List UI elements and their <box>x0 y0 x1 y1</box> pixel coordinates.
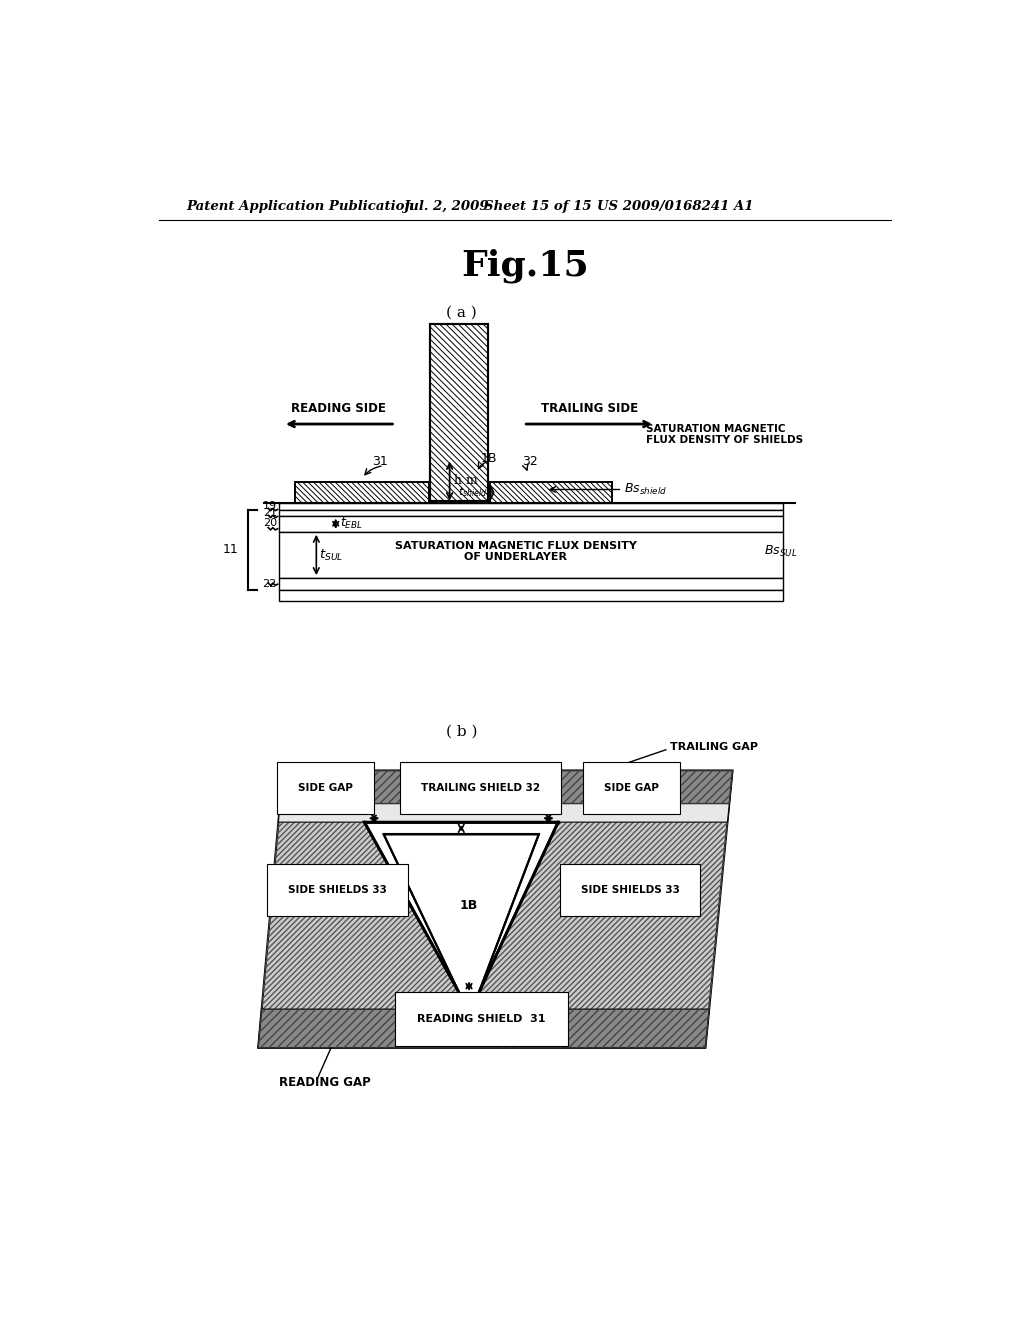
Bar <box>430 323 488 502</box>
Text: Jul. 2, 2009: Jul. 2, 2009 <box>403 199 488 213</box>
Polygon shape <box>280 771 732 804</box>
Text: $Bs_{shield}$: $Bs_{shield}$ <box>624 482 667 498</box>
Text: 11: 11 <box>223 544 239 557</box>
Bar <box>280 516 783 532</box>
Bar <box>295 482 429 503</box>
Text: Patent Application Publication: Patent Application Publication <box>186 199 415 213</box>
Bar <box>280 503 783 510</box>
Text: SIDE SHIELDS 33: SIDE SHIELDS 33 <box>581 884 680 895</box>
Text: SIDE GAP: SIDE GAP <box>604 783 659 793</box>
Polygon shape <box>258 1010 710 1048</box>
Text: TRAILING GAP: TRAILING GAP <box>671 742 759 752</box>
Text: 31: 31 <box>372 454 388 467</box>
Text: 19: 19 <box>263 502 276 511</box>
Text: 21: 21 <box>263 508 276 517</box>
Bar <box>430 323 488 502</box>
Text: ( b ): ( b ) <box>445 725 477 739</box>
Text: h m: h m <box>455 474 478 487</box>
Text: READING SIDE: READING SIDE <box>292 403 386 416</box>
Text: TRAILING SHIELD 32: TRAILING SHIELD 32 <box>421 783 541 793</box>
Text: 32: 32 <box>521 454 538 467</box>
Text: READING GAP: READING GAP <box>280 1076 371 1089</box>
Polygon shape <box>384 834 539 994</box>
Text: 22: 22 <box>262 579 276 589</box>
Text: TRAILING SIDE: TRAILING SIDE <box>541 403 638 416</box>
Text: ( a ): ( a ) <box>445 305 476 319</box>
Text: $t_{shield}$: $t_{shield}$ <box>458 486 487 499</box>
Text: Sheet 15 of 15: Sheet 15 of 15 <box>484 199 592 213</box>
Text: SIDE GAP: SIDE GAP <box>298 783 353 793</box>
Text: SATURATION MAGNETIC: SATURATION MAGNETIC <box>646 425 785 434</box>
Text: READING SHIELD  31: READING SHIELD 31 <box>417 1014 546 1024</box>
Polygon shape <box>279 804 729 822</box>
Text: $Bs_{SUL}$: $Bs_{SUL}$ <box>764 544 797 558</box>
Bar <box>295 482 429 503</box>
Text: $t_{EBL}$: $t_{EBL}$ <box>340 516 362 531</box>
Polygon shape <box>365 822 558 994</box>
Text: US 2009/0168241 A1: US 2009/0168241 A1 <box>597 199 754 213</box>
Text: OF UNDERLAYER: OF UNDERLAYER <box>464 552 567 562</box>
Bar <box>280 510 783 516</box>
Polygon shape <box>258 771 732 1048</box>
Text: Fig.15: Fig.15 <box>461 249 589 284</box>
Bar <box>280 590 783 601</box>
Bar <box>489 482 612 503</box>
Text: $t_{SUL}$: $t_{SUL}$ <box>319 548 344 562</box>
Text: 1B: 1B <box>480 453 497 465</box>
Text: 1B: 1B <box>460 899 478 912</box>
Bar <box>280 532 783 578</box>
Text: 20: 20 <box>263 519 276 528</box>
Bar <box>280 578 783 590</box>
Text: SIDE SHIELDS 33: SIDE SHIELDS 33 <box>288 884 387 895</box>
Bar <box>489 482 612 503</box>
Text: SATURATION MAGNETIC FLUX DENSITY: SATURATION MAGNETIC FLUX DENSITY <box>394 541 637 550</box>
Text: FLUX DENSITY OF SHIELDS: FLUX DENSITY OF SHIELDS <box>646 436 803 445</box>
